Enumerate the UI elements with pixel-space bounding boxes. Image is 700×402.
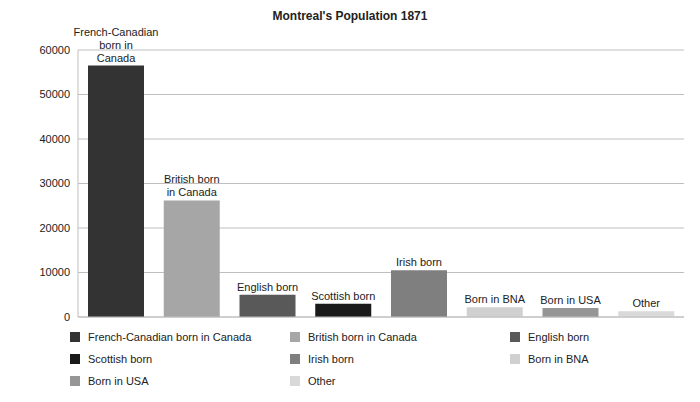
svg-text:French-Canadianborn inCanada: French-Canadianborn inCanada — [74, 26, 159, 64]
html-text:English born: English born — [528, 331, 590, 343]
html-text:Irish born: Irish born — [308, 353, 354, 365]
html-text:British born in Canada: British born in Canada — [308, 331, 417, 343]
svg-text:Irish born: Irish born — [396, 256, 442, 268]
svg-text:British bornin Canada: British bornin Canada — [164, 173, 220, 198]
svg-text:50000: 50000 — [39, 88, 70, 100]
html-text:Born in BNA: Born in BNA — [528, 353, 589, 365]
html-text:French-Canadian born in Canada: French-Canadian born in Canada — [88, 331, 252, 343]
svg-text:English born: English born — [237, 281, 298, 293]
html-text:Montreal's Population 1871: Montreal's Population 1871 — [272, 9, 428, 23]
svg-text:40000: 40000 — [39, 133, 70, 145]
svg-text:Born in USA: Born in USA — [540, 294, 601, 306]
svg-text:Other: Other — [632, 297, 660, 309]
svg-text:Scottish born: Scottish born — [311, 290, 375, 302]
svg-text:20000: 20000 — [39, 222, 70, 234]
html-text:Born in USA: Born in USA — [88, 375, 149, 387]
svg-text:10000: 10000 — [39, 266, 70, 278]
svg-text:60000: 60000 — [39, 44, 70, 56]
svg-text:30000: 30000 — [39, 177, 70, 189]
svg-text:Born in BNA: Born in BNA — [464, 293, 525, 305]
svg-text:0: 0 — [64, 311, 70, 323]
html-text:Scottish born: Scottish born — [88, 353, 153, 365]
html-text:Other: Other — [308, 375, 336, 387]
